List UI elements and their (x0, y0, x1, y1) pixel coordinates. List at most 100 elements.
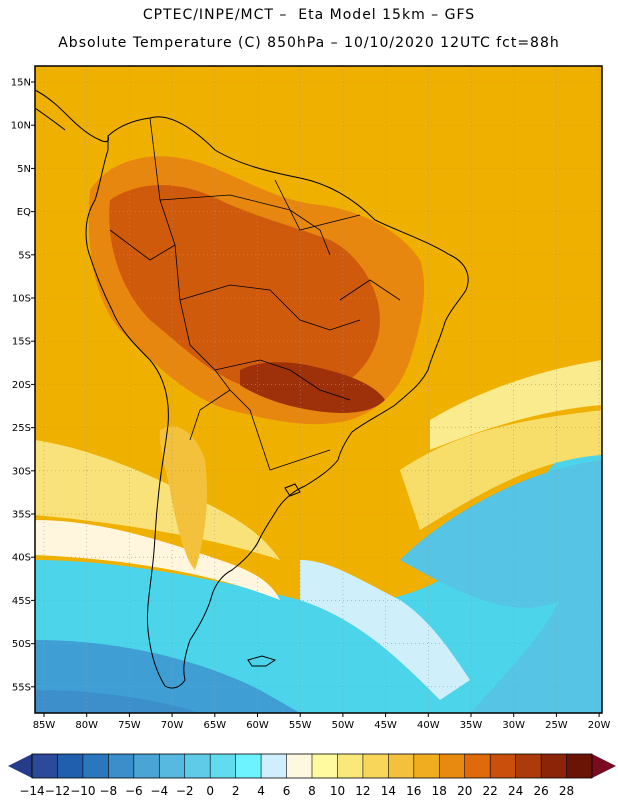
colorbar-label: 16 (406, 784, 421, 798)
colorbar-swatch (464, 754, 491, 778)
temp-band-yellow-atlantic (400, 410, 602, 530)
latitude-axis: 15N 10N 5N EQ 5S 10S 15S 20S 25S 30S 35S 40S 45S 50S 5… (11, 78, 35, 693)
lon-label: 65W (203, 720, 226, 731)
colorbar-swatch (439, 754, 466, 778)
colorbar-label: 28 (559, 784, 574, 798)
lat-label: 40S (12, 553, 31, 564)
colorbar-swatch (184, 754, 211, 778)
lon-label: 70W (161, 720, 184, 731)
map-frame (34, 65, 603, 714)
colorbar-swatch (490, 754, 517, 778)
lon-label: 35W (460, 720, 483, 731)
colorbar-swatch (159, 754, 186, 778)
lon-label: 20W (588, 720, 611, 731)
lon-label: 50W (332, 720, 355, 731)
temp-band-cream-strip (35, 520, 280, 600)
central-america-coastline (35, 89, 109, 143)
colorbar-label: −8 (100, 784, 118, 798)
colorbar-swatch (388, 754, 415, 778)
lon-label: 80W (75, 720, 98, 731)
lat-label: 35S (12, 510, 31, 521)
colorbar-label: 20 (457, 784, 472, 798)
uruguay-lagoon (284, 483, 301, 497)
colorbar-swatch (108, 754, 135, 778)
lat-label: 15S (12, 337, 31, 348)
lon-label: 60W (246, 720, 269, 731)
colorbar-label: 26 (533, 784, 548, 798)
colorbar-left-arrow (8, 754, 32, 778)
colorbar-label: 22 (483, 784, 498, 798)
lon-label: 40W (417, 720, 440, 731)
lat-label: 20S (12, 380, 31, 391)
colorbar-right-arrow (592, 754, 616, 778)
colorbar-swatch (337, 754, 364, 778)
colorbar-swatch (261, 754, 288, 778)
colorbar-swatch (362, 754, 389, 778)
colorbar-label: 6 (283, 784, 291, 798)
lat-label: 25S (12, 423, 31, 434)
lon-label: 55W (289, 720, 312, 731)
map-panel (35, 66, 602, 713)
longitude-axis: 85W 80W 75W 70W 65W 60W 55W 50W 45W 40W 35W 30W 25W 2… (33, 713, 611, 731)
south-america-coastline (85, 116, 469, 689)
colorbar-label: 18 (432, 784, 447, 798)
colorbar: −14 −12 −10 −8 −6 −4 −2 0 2 4 6 8 10 12 14 16 18 20 22 24 26… (8, 753, 616, 798)
colorbar-label: 4 (257, 784, 265, 798)
colorbar-label: 8 (308, 784, 316, 798)
colorbar-outline (31, 753, 593, 779)
colorbar-swatch (515, 754, 542, 778)
temp-band-pale-ocean (300, 560, 470, 700)
lat-label: 5S (18, 250, 31, 261)
colorbar-swatch (286, 754, 313, 778)
colorbar-swatch (312, 754, 338, 778)
colorbar-label: 14 (381, 784, 396, 798)
colorbar-label: 10 (330, 784, 345, 798)
colorbar-swatch (566, 754, 593, 778)
lat-label: 10N (11, 121, 31, 132)
temp-band-andes-warm (159, 426, 207, 570)
colorbar-swatch (210, 754, 237, 778)
lat-lon-grid (35, 66, 602, 713)
country-borders (109, 117, 401, 471)
lat-label: 50S (12, 639, 31, 650)
colorbar-swatch (32, 754, 58, 778)
colorbar-swatch (235, 754, 262, 778)
colorbar-label: 0 (206, 784, 214, 798)
colorbar-swatch (541, 754, 568, 778)
colorbar-swatch (57, 754, 84, 778)
colorbar-label: −14 (19, 784, 44, 798)
chart-subtitle: Absolute Temperature (C) 850hPa – 10/10/… (58, 35, 560, 51)
chart-title: CPTEC/INPE/MCT – Eta Model 15km – GFS (142, 7, 476, 23)
colorbar-label: −6 (125, 784, 143, 798)
lon-label: 45W (374, 720, 397, 731)
colorbar-label: 12 (355, 784, 370, 798)
lat-label: 5N (17, 164, 31, 175)
colorbar-label: 2 (232, 784, 240, 798)
colorbar-label: −12 (45, 784, 70, 798)
colorbar-label: −2 (176, 784, 194, 798)
lat-label: 10S (12, 294, 31, 305)
colorbar-label: 24 (508, 784, 523, 798)
lat-label: 45S (12, 596, 31, 607)
lon-label: 75W (118, 720, 141, 731)
colorbar-swatch (413, 754, 440, 778)
colorbar-swatch (133, 754, 160, 778)
lat-label: EQ (17, 207, 31, 218)
lon-label: 85W (33, 720, 56, 731)
falkland-islands (247, 655, 277, 667)
lon-label: 25W (545, 720, 568, 731)
colorbar-label: −10 (70, 784, 95, 798)
temp-band-deep-cold-2 (35, 690, 200, 713)
lat-label: 55S (12, 682, 31, 693)
lon-label: 30W (502, 720, 525, 731)
temp-band-cold-ocean (35, 420, 602, 713)
lat-label: 15N (11, 78, 31, 89)
temp-band-south-atlantic (400, 460, 602, 713)
colorbar-label: −4 (150, 784, 168, 798)
temp-band-hot-core (109, 185, 380, 396)
colorbar-swatch (82, 754, 109, 778)
lat-label: 30S (12, 466, 31, 477)
temp-band-hottest (240, 362, 385, 413)
temp-band-light-yellow (430, 360, 602, 450)
